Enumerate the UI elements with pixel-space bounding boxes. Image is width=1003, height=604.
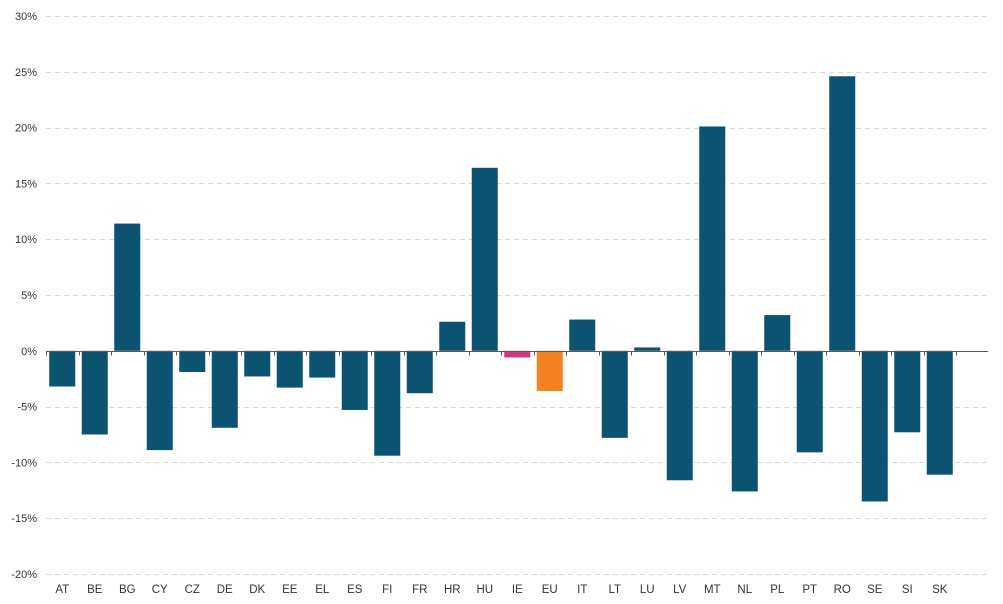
bar-hu — [471, 167, 498, 351]
bar-ro — [829, 76, 856, 351]
bars — [49, 76, 953, 502]
x-tick-label: EL — [315, 584, 330, 596]
x-tick-label: HR — [444, 584, 461, 596]
y-tick-label: 0% — [21, 346, 37, 358]
bar-nl — [731, 350, 758, 492]
x-tick-label: EE — [282, 584, 298, 596]
bar-si — [894, 350, 921, 433]
x-tick-label: AT — [55, 584, 69, 596]
x-tick-label: DE — [217, 584, 233, 596]
bar-hr — [439, 321, 466, 351]
y-axis: -20% -15% -10% -5% 0% 5% 10% 15% 20% 25% 30% — [11, 11, 37, 581]
x-tick-label: MT — [704, 584, 721, 596]
bar-be — [81, 350, 108, 435]
y-tick-label: -5% — [17, 402, 37, 414]
x-tick-label: SK — [932, 584, 948, 596]
x-tick-label: LV — [673, 584, 687, 596]
y-tick-label: -20% — [11, 569, 37, 581]
bar-dk — [244, 350, 271, 377]
x-tick-label: PL — [770, 584, 785, 596]
bar-fi — [374, 350, 401, 456]
bar-it — [569, 319, 596, 351]
x-tick-label: DK — [249, 584, 265, 596]
y-tick-label: -15% — [11, 513, 37, 525]
x-tick-label: EU — [542, 584, 558, 596]
x-tick-label: BE — [87, 584, 103, 596]
bar-ee — [276, 350, 303, 388]
bar-lu — [634, 347, 661, 351]
x-tick-label: LT — [608, 584, 621, 596]
x-tick-label: FR — [412, 584, 427, 596]
x-tick-label: SI — [902, 584, 913, 596]
bar-es — [341, 350, 368, 410]
bar-lv — [666, 350, 693, 481]
y-tick-label: -10% — [11, 457, 37, 469]
y-tick-label: 15% — [15, 178, 37, 190]
bar-lt — [601, 350, 628, 438]
gridlines — [46, 16, 988, 575]
x-tick-label: PT — [802, 584, 817, 596]
x-tick-label: RO — [834, 584, 851, 596]
bar-se — [861, 350, 888, 502]
x-tick-label: FI — [382, 584, 392, 596]
y-tick-label: 20% — [15, 123, 37, 135]
x-tick-label: HU — [476, 584, 493, 596]
x-axis: AT BE BG CY CZ DE DK EE EL ES FI FR HR HU IE EU IT LT LU LV… — [55, 584, 947, 596]
x-tick-label: NL — [737, 584, 752, 596]
bar-cz — [179, 350, 206, 372]
x-tick-label: SE — [867, 584, 883, 596]
bar-pt — [796, 350, 823, 453]
bar-cy — [146, 350, 173, 451]
x-tick-label: BG — [119, 584, 136, 596]
x-tick-label: CY — [152, 584, 168, 596]
bar-mt — [699, 126, 726, 351]
x-tick-label: CZ — [185, 584, 200, 596]
bar-sk — [926, 350, 953, 475]
bar-eu — [536, 350, 563, 391]
y-tick-label: 30% — [15, 11, 37, 23]
bar-at — [49, 350, 76, 387]
x-tick-label: IE — [512, 584, 523, 596]
y-tick-label: 10% — [15, 234, 37, 246]
bar-pl — [764, 315, 791, 351]
bar-fr — [406, 350, 433, 394]
bar-de — [211, 350, 238, 428]
bar-el — [309, 350, 336, 378]
y-tick-label: 5% — [21, 290, 37, 302]
x-tick-label: LU — [640, 584, 655, 596]
bar-ie — [504, 350, 531, 358]
y-tick-label: 25% — [15, 67, 37, 79]
bar-bg — [114, 223, 141, 351]
x-tick-label: IT — [577, 584, 587, 596]
x-tick-label: ES — [347, 584, 363, 596]
zero-axis — [46, 351, 988, 356]
